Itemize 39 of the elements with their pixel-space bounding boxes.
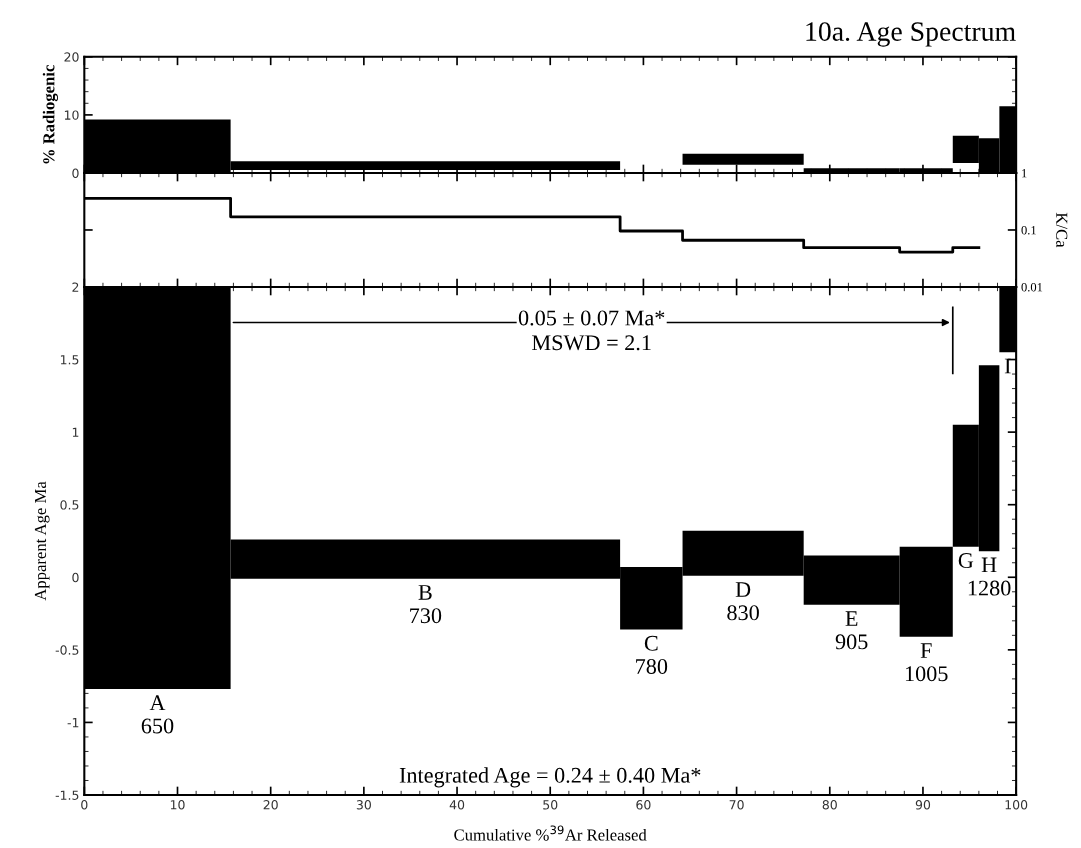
y-tick-label: 0: [72, 168, 79, 178]
data-label: C 780: [636, 635, 668, 674]
x-tick-label: 60: [636, 800, 651, 810]
chart-title: 10a. Age Spectrum: [806, 22, 1016, 47]
y-axis-title: K/Ca: [1056, 212, 1068, 248]
data-label: E 905: [835, 611, 868, 650]
x-axis-title: Cumulative %$^{39}$Ar Released: [454, 825, 647, 841]
y-tick-label: 0.1: [1021, 226, 1036, 235]
x-tick-label: 80: [822, 800, 837, 810]
x-tick-label: 10: [170, 800, 185, 810]
y-tick-label: 10: [64, 110, 79, 120]
y-tick-label: 1: [1022, 169, 1027, 178]
annotation: 0.05 ± 0.07 Ma* MSWD = 2.1: [518, 310, 665, 351]
x-tick-label: 90: [915, 800, 931, 810]
data-label: D 830: [727, 582, 759, 621]
x-tick-label: 40: [449, 800, 465, 810]
x-tick-label: 70: [729, 800, 744, 810]
y-tick-label: 1.5: [60, 355, 79, 365]
y-tick-label: 0: [72, 572, 79, 583]
data-label: F 1005: [905, 643, 948, 682]
y-tick-label: 0.5: [60, 500, 79, 510]
y-tick-label: -1.5: [55, 790, 79, 800]
x-tick-label: 100: [1005, 800, 1028, 810]
x-tick-label: 0: [81, 800, 88, 810]
y-tick-label: 2: [72, 282, 79, 292]
data-label: I: [1004, 358, 1011, 374]
x-tick-label: 50: [543, 800, 558, 810]
data-label: A 650: [141, 695, 174, 734]
y-axis-title: % Radiogenic: [42, 65, 58, 164]
y-tick-label: -1: [67, 718, 79, 728]
y-tick-label: 1: [72, 427, 79, 437]
x-tick-label: 20: [263, 800, 278, 810]
y-tick-label: 20: [64, 52, 79, 62]
data-label: B 730: [410, 585, 442, 624]
y-tick-label: -0.5: [55, 645, 79, 655]
x-tick-label: 30: [356, 800, 371, 810]
y-tick-label: 0.01: [1021, 282, 1043, 292]
y-axis-title: Apparent Age Ma: [34, 481, 50, 601]
annotation: Integrated Age = 0.24 ± 0.40 Ma*: [399, 767, 701, 788]
